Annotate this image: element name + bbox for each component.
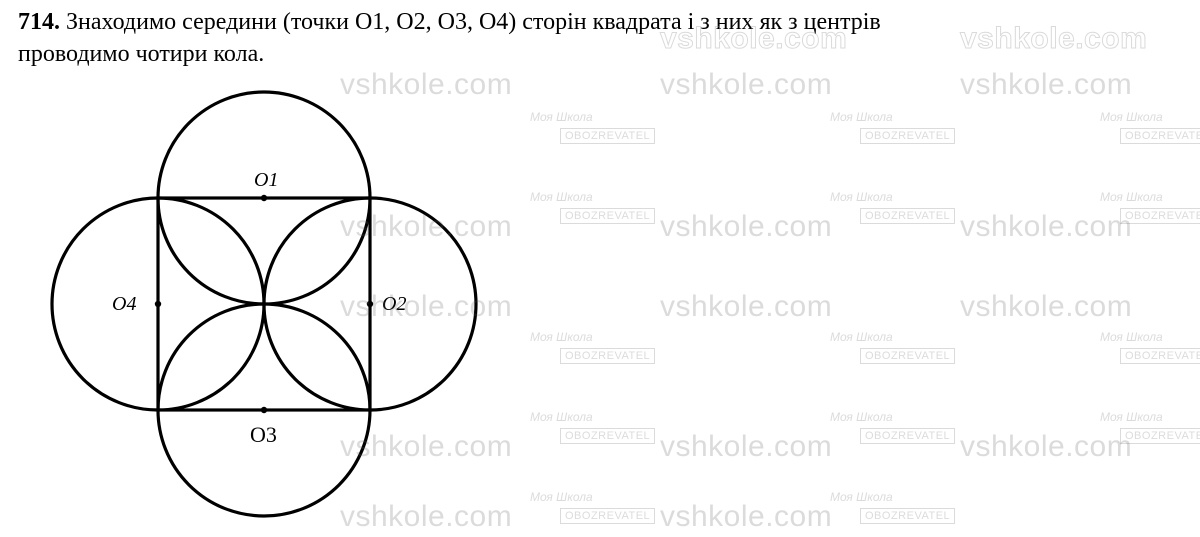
watermark: OBOZREVATEL [1120,128,1200,144]
watermark: Моя Школа [530,110,593,124]
watermark: OBOZREVATEL [560,128,655,144]
watermark: vshkole.com [660,290,832,324]
watermark: OBOZREVATEL [860,128,955,144]
svg-text:O4: O4 [112,293,136,315]
watermark: OBOZREVATEL [560,508,655,524]
watermark: Моя Школа [530,330,593,344]
geometry-figure: O1 O2 O3 O4 [18,80,498,535]
watermark: Моя Школа [1100,110,1163,124]
watermark: OBOZREVATEL [860,348,955,364]
watermark: Моя Школа [530,190,593,204]
page-root: 714. Знаходимо середини (точки O1, O2, O… [0,0,1200,537]
watermark: Моя Школа [1100,190,1163,204]
svg-text:O3: O3 [250,422,277,447]
watermark: OBOZREVATEL [560,208,655,224]
watermark: Моя Школа [1100,330,1163,344]
problem-text: 714. Знаходимо середини (точки O1, O2, O… [18,6,1182,71]
watermark: vshkole.com [660,210,832,244]
watermark: vshkole.com [960,210,1132,244]
svg-text:O2: O2 [382,293,406,315]
watermark: vshkole.com [660,68,832,102]
watermark: Моя Школа [530,410,593,424]
watermark: OBOZREVATEL [860,428,955,444]
problem-line2: проводимо чотири кола. [18,41,264,67]
watermark: OBOZREVATEL [860,208,955,224]
watermark: OBOZREVATEL [1120,348,1200,364]
watermark: Моя Школа [830,330,893,344]
problem-line1: Знаходимо середини (точки O1, O2, O3, O4… [66,9,881,35]
watermark: vshkole.com [960,430,1132,464]
watermark: Моя Школа [830,190,893,204]
watermark: Моя Школа [830,110,893,124]
watermark: Моя Школа [1100,410,1163,424]
watermark: Моя Школа [830,410,893,424]
svg-text:O1: O1 [254,169,278,191]
problem-number: 714. [18,9,60,35]
watermark: vshkole.com [660,430,832,464]
watermark: OBOZREVATEL [1120,428,1200,444]
watermark: vshkole.com [960,290,1132,324]
watermark: vshkole.com [960,68,1132,102]
watermark: Моя Школа [530,490,593,504]
watermark: Моя Школа [830,490,893,504]
watermark: OBOZREVATEL [1120,208,1200,224]
figure-svg: O1 O2 O3 O4 [18,80,498,530]
watermark: OBOZREVATEL [560,428,655,444]
watermark: OBOZREVATEL [560,348,655,364]
watermark: vshkole.com [660,500,832,534]
watermark: OBOZREVATEL [860,508,955,524]
